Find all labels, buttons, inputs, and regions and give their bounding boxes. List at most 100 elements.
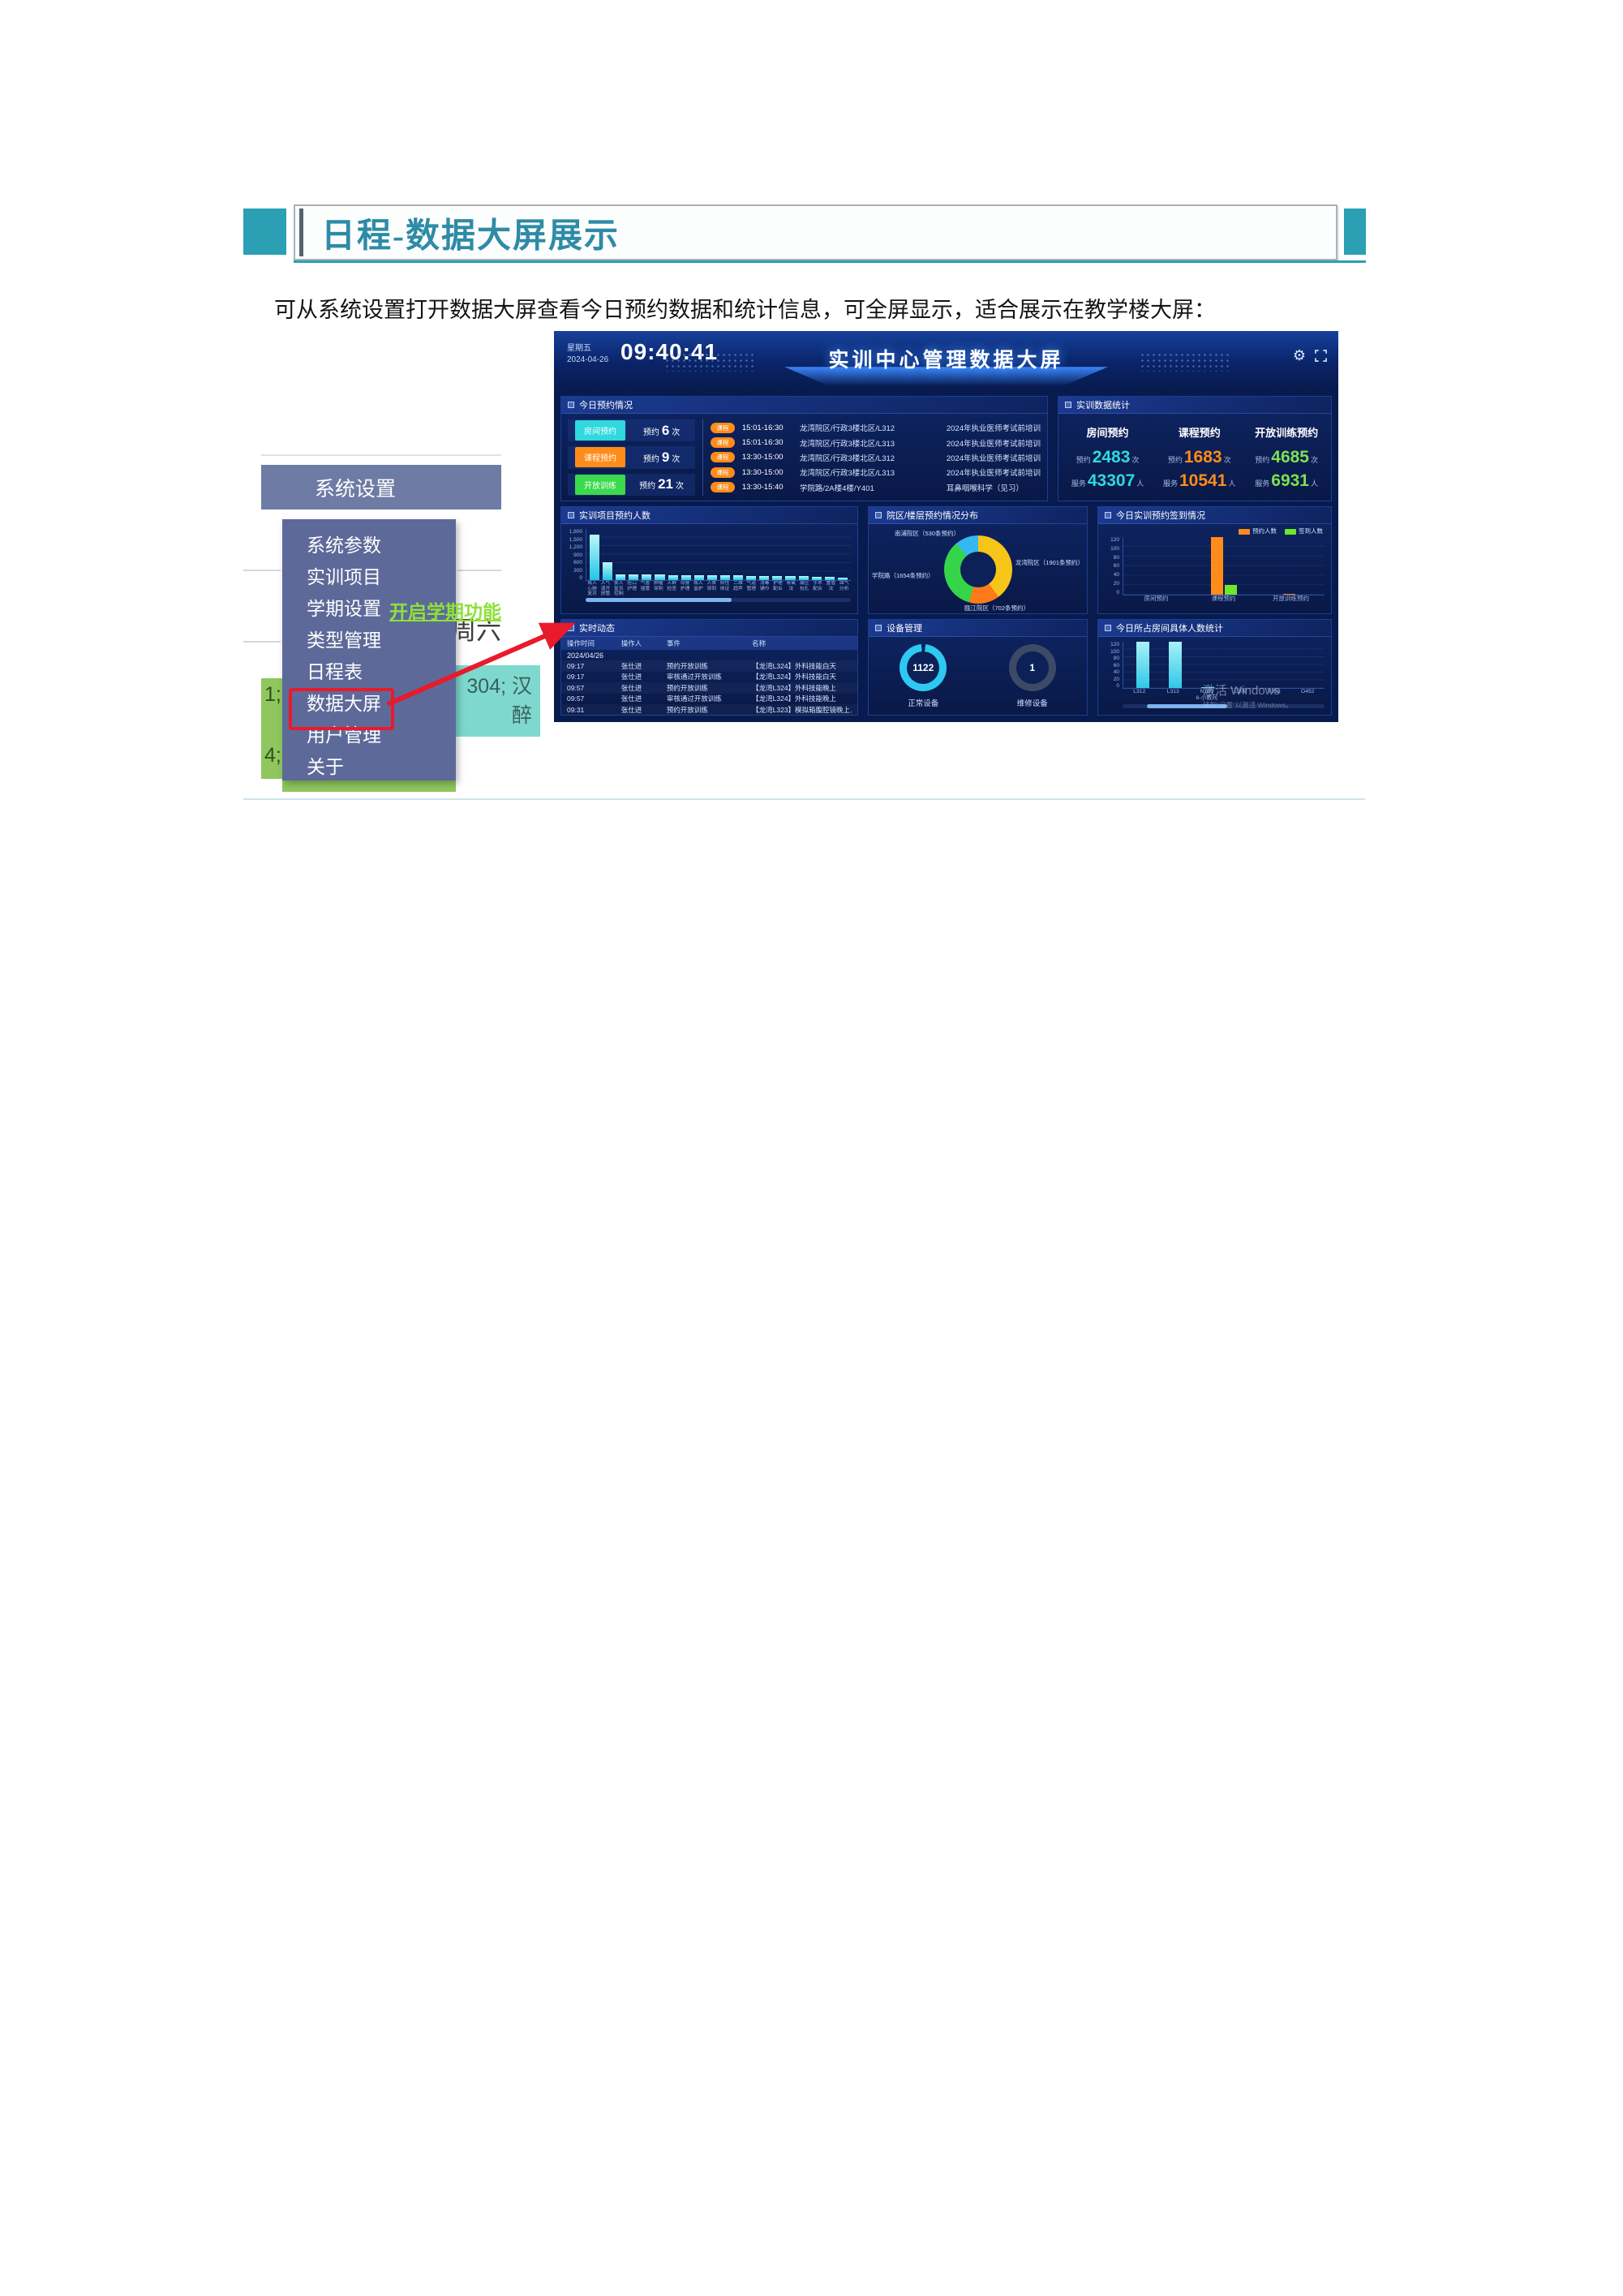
menu-item-data-screen[interactable]: 数据大屏: [307, 692, 381, 714]
panel-bullet-icon: [1105, 625, 1111, 631]
scrollbar-thumb[interactable]: [586, 598, 732, 602]
schedule-location: 龙湾院区/行政3楼北区/L312: [799, 454, 895, 463]
gear-icon[interactable]: ⚙: [1292, 347, 1306, 363]
bar-group: [1159, 642, 1191, 688]
table-header-cell: 操作人: [620, 639, 642, 647]
data-stat-title: 开放训练预约: [1255, 427, 1319, 439]
reservation-count: 预约 21 次: [635, 476, 688, 492]
annotation-arrow: [386, 622, 576, 707]
activity-row: 09:17 张仕进 审核通过开放训练 【龙湾L324】外科技能白天: [561, 672, 857, 683]
panel-bullet-icon: [1065, 402, 1071, 408]
panel-title: 实时动态: [579, 624, 615, 634]
panel-title-bar: 实训数据统计: [1058, 397, 1331, 414]
activity-row: 09:31 张仕进 预约开放训练 【龙湾L323】模拟箱腹腔镜晚上，虚拟: [561, 704, 857, 716]
count-number: 9: [661, 449, 670, 465]
menu-item-system-params[interactable]: 系统参数: [307, 534, 381, 556]
data-stat-line: 服务6931 人: [1255, 471, 1318, 491]
table-cell: 09:17: [567, 661, 585, 670]
decorative-dots: [663, 352, 754, 372]
bar-group: [1256, 537, 1321, 595]
training-data-stats: 房间预约 预约2483 次服务43307 人课程预约 预约1683 次服务10541 人开放…: [1058, 414, 1331, 505]
pie-label-nanpu: 南浦院区（530条预约）: [895, 530, 960, 537]
panel-title: 实训数据统计: [1076, 401, 1130, 411]
watermark-line1: 激活 Windows: [1203, 684, 1281, 698]
schedule-row: 课程 13:30-15:40 学院路/2A楼4楼/Y401 耳鼻咽喉科学（见习）: [710, 482, 1041, 493]
device-gauge: 1 维修设备: [1008, 644, 1056, 708]
x-tick: 手术配合: [813, 581, 822, 591]
chart-scrollbar: [1123, 704, 1325, 708]
schedule-name: 2024年执业医师考试前培训: [946, 454, 1041, 463]
table-cell: 张仕进: [620, 661, 642, 670]
y-tick: 1,500: [569, 536, 582, 543]
normal-device-ring: 1122: [900, 644, 947, 691]
panel-title-bar: 今日实训预约签到情况: [1098, 507, 1331, 524]
reservation-stat-list: 房间预约 预约 6 次课程预约 预约 9 次开放训练 预约 21 次: [568, 419, 696, 496]
table-header-cell: 操作时间: [567, 639, 595, 647]
activity-date-row: 2024/04/26: [567, 651, 604, 660]
menu-item-about[interactable]: 关于: [307, 755, 344, 777]
menu-item-semester-settings[interactable]: 学期设置: [307, 597, 381, 619]
page-title: 日程-数据大屏展示: [321, 217, 620, 255]
x-tick: 房间预约: [1144, 595, 1169, 602]
fullscreen-icon[interactable]: [1315, 350, 1327, 362]
device-count: 1: [1029, 662, 1036, 673]
stat-unit: 次: [1310, 456, 1318, 464]
schedule-time: 13:30-15:00: [741, 453, 784, 462]
data-stat-line: 预约4685 次: [1255, 448, 1318, 467]
data-stat-title: 课程预约: [1178, 427, 1221, 439]
menu-item-type-management[interactable]: 类型管理: [307, 629, 381, 651]
chart-legend: 预约人数 签到人数: [1239, 527, 1323, 535]
background-line: [457, 570, 501, 571]
bar-group: [1289, 642, 1321, 688]
stat-label: 预约: [1167, 456, 1183, 464]
pie-label-oujiang: 瓯江院区（702条预约）: [964, 604, 1030, 612]
background-cell-text: 1;: [264, 683, 281, 706]
table-header-cell: 名称: [752, 639, 766, 647]
stat-unit: 人: [1228, 479, 1236, 488]
y-tick: 80: [1113, 554, 1119, 561]
data-stat-line: 服务10541 人: [1163, 471, 1235, 491]
x-tick: 肿瘤穿刺: [654, 581, 663, 591]
dashboard-datetime: 星期五 2024-04-26: [567, 343, 608, 365]
menu-item-schedule[interactable]: 日程表: [307, 660, 363, 682]
panel-title-bar: 设备管理: [869, 620, 1087, 637]
scrollbar-thumb[interactable]: [1146, 704, 1228, 708]
table-cell: 【龙湾L323】模拟箱腹腔镜晚上，虚拟: [752, 705, 852, 714]
system-settings-dropdown: 系统参数 实训项目 学期设置 类型管理 日程表 数据大屏 用户管理 关于: [282, 519, 456, 780]
activity-table-header: 操作时间 操作人 事件 名称: [561, 637, 857, 650]
stat-value: 4685: [1271, 448, 1309, 467]
background-weekday-label: 周六: [451, 617, 501, 645]
panel-title-bar: 今日所占房间具体人数统计: [1098, 620, 1331, 637]
menu-item-training-projects[interactable]: 实训项目: [307, 565, 381, 587]
x-tick: 置管法: [826, 581, 836, 591]
count-number: 21: [658, 476, 674, 492]
annotation-highlight-box: [289, 688, 394, 730]
table-cell: 09:31: [567, 705, 585, 714]
panel-title-bar: 今日预约情况: [561, 397, 1047, 414]
count-unit: 次: [672, 428, 681, 437]
panel-bullet-icon: [1105, 512, 1111, 518]
bar-group: [1191, 537, 1256, 595]
table-header-cell: 事件: [666, 639, 681, 647]
stat-label: 服务: [1162, 479, 1178, 488]
table-cell: 【龙湾L324】外科技能晚上: [752, 683, 837, 692]
x-tick: 成人心肺 复苏: [587, 581, 597, 595]
y-axis: 120 100 80 60 40 20 0: [1103, 642, 1123, 689]
schedule-time: 15:01-16:30: [741, 438, 784, 448]
enable-semester-link[interactable]: 开启学期功能: [389, 601, 501, 622]
data-stat-line: 预约1683 次: [1163, 448, 1235, 467]
x-tick: 气管插管: [640, 581, 650, 591]
bar: [616, 574, 626, 580]
y-tick: 300: [573, 567, 582, 574]
x-tick: 人群检查: [667, 581, 677, 591]
menu-header-system-settings[interactable]: 系统设置: [261, 465, 501, 510]
device-gauges: 1122 正常设备 1 维修设备: [869, 637, 1087, 716]
legend-item: 签到人数: [1285, 527, 1323, 535]
data-stat-column: 课程预约预约1683 次服务10541 人: [1163, 424, 1235, 495]
panel-title: 今日所占房间具体人数统计: [1116, 624, 1223, 634]
panel-title-bar: 实训项目预约人数: [561, 507, 857, 524]
bar: [1136, 642, 1149, 688]
schedule-time: 13:30-15:00: [741, 467, 784, 477]
legend-label: 签到人数: [1299, 527, 1323, 535]
panel-bullet-icon: [875, 512, 882, 518]
